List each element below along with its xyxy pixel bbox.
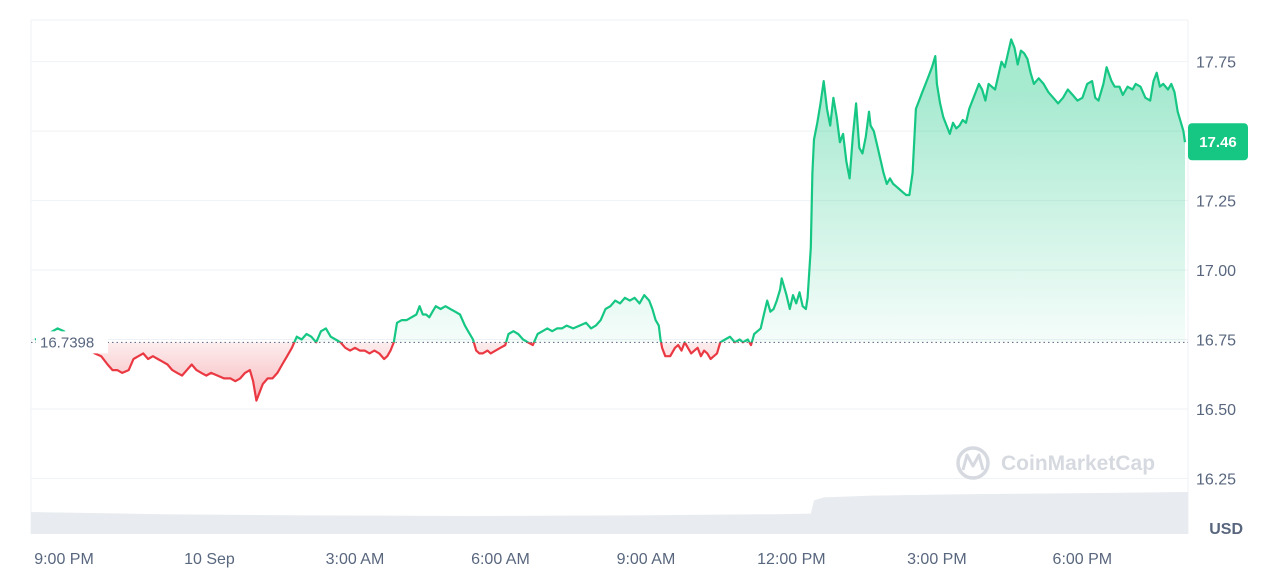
- y-tick-label: 16.25: [1196, 471, 1236, 488]
- watermark-text: CoinMarketCap: [1001, 452, 1155, 475]
- x-axis: 9:00 PM 10 Sep 3:00 AM 6:00 AM 9:00 AM 12:00 …: [34, 551, 1112, 568]
- area-below-reference: [75, 342, 752, 401]
- reference-price-label: 16.7398: [40, 334, 94, 351]
- x-tick-label: 9:00 PM: [34, 551, 94, 568]
- volume-area: [31, 492, 1188, 534]
- price-line-down: [73, 342, 753, 402]
- x-tick-label: 9:00 AM: [617, 551, 676, 568]
- reference-price-label-bg: [36, 331, 108, 354]
- x-tick-label: 10 Sep: [184, 551, 235, 568]
- coinmarketcap-watermark: CoinMarketCap: [956, 446, 1155, 480]
- y-tick-label: 16.75: [1196, 333, 1236, 350]
- area-above-reference: [34, 39, 1185, 343]
- currency-unit-label: USD: [1209, 521, 1243, 538]
- coinmarketcap-logo-icon: [956, 446, 990, 480]
- x-tick-label: 3:00 AM: [326, 551, 385, 568]
- y-tick-label: 16.50: [1196, 402, 1236, 419]
- y-tick-label: 17.75: [1196, 55, 1236, 72]
- current-price-badge: [1188, 123, 1248, 161]
- x-tick-label: 6:00 PM: [1053, 551, 1113, 568]
- price-line-up: [34, 38, 1187, 343]
- x-tick-label: 3:00 PM: [907, 551, 967, 568]
- x-tick-label: 12:00 PM: [757, 551, 825, 568]
- y-tick-label: 17.25: [1196, 194, 1236, 211]
- x-tick-label: 6:00 AM: [471, 551, 530, 568]
- current-price-value: 17.46: [1199, 134, 1237, 151]
- y-tick-label: 17.00: [1196, 263, 1236, 280]
